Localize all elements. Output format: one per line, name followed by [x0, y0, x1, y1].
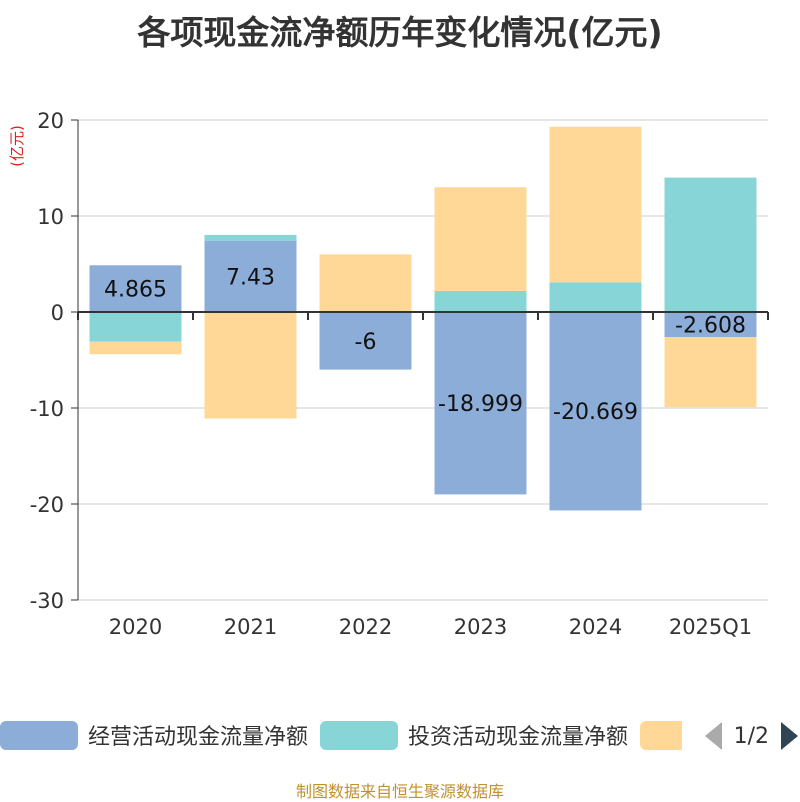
y-tick-label: -20 — [30, 493, 64, 517]
bar-series0-2024 — [549, 312, 642, 511]
bar-series0-2023 — [434, 312, 527, 495]
bar-series2-2022 — [319, 254, 412, 312]
legend-swatch-operating — [0, 720, 78, 750]
bar-series0-2021 — [204, 240, 297, 312]
data-label-2020: 4.865 — [104, 278, 167, 303]
legend-label-investing: 投资活动现金流量净额 — [408, 725, 629, 750]
legend-item-investing[interactable]: 投资活动现金流量净额 — [320, 715, 628, 755]
y-tick-label: 10 — [37, 205, 64, 229]
x-tick-label: 2020 — [109, 615, 162, 639]
x-tick-label: 2023 — [454, 615, 507, 639]
bar-series1-2023 — [434, 290, 527, 312]
y-tick-label: 0 — [51, 301, 64, 325]
x-tick-label: 2024 — [569, 615, 622, 639]
bar-series0-2025Q1 — [664, 312, 757, 338]
bar-series0-2020 — [89, 265, 182, 312]
y-tick-label: -10 — [30, 397, 64, 421]
bar-series1-2025Q1 — [664, 177, 757, 312]
x-tick-label: 2025Q1 — [669, 615, 752, 639]
y-tick-label: -30 — [30, 589, 64, 613]
bar-series2-2021 — [204, 312, 297, 419]
data-label-2021: 7.43 — [226, 265, 275, 290]
legend-next-page-icon[interactable] — [781, 722, 798, 750]
legend: 经营活动现金流量净额 投资活动现金流量净额 1/2 — [0, 715, 800, 755]
bar-series1-2020 — [89, 312, 182, 342]
bar-series1-2024 — [549, 282, 642, 312]
legend-page-indicator: 1/2 — [733, 723, 769, 749]
bar-series2-2025Q1 — [664, 337, 757, 408]
legend-swatch-investing — [320, 720, 398, 750]
legend-prev-page-icon[interactable] — [704, 722, 722, 750]
data-label-2022: -6 — [355, 330, 377, 355]
y-unit-label: (亿元) — [8, 125, 26, 167]
data-label-2024: -20.669 — [553, 400, 638, 425]
x-tick-label: 2022 — [339, 615, 392, 639]
bar-series0-2022 — [319, 312, 412, 370]
legend-swatch-third — [640, 720, 682, 750]
legend-item-third[interactable] — [640, 715, 682, 755]
y-tick-label: 20 — [37, 109, 64, 133]
bar-series1-2021 — [204, 234, 297, 241]
bar-series2-2024 — [549, 126, 642, 283]
x-tick-label: 2021 — [224, 615, 277, 639]
data-source-note: 制图数据来自恒生聚源数据库 — [295, 782, 504, 801]
bar-series2-2023 — [434, 187, 527, 291]
data-label-2025Q1: -2.608 — [675, 314, 746, 339]
data-label-2023: -18.999 — [438, 392, 523, 417]
legend-item-operating[interactable]: 经营活动现金流量净额 — [0, 715, 308, 755]
legend-pager: 1/2 — [704, 721, 800, 751]
legend-label-operating: 经营活动现金流量净额 — [88, 725, 309, 750]
bar-series2-2020 — [89, 341, 182, 355]
chart-title: 各项现金流净额历年变化情况(亿元) — [137, 13, 663, 52]
